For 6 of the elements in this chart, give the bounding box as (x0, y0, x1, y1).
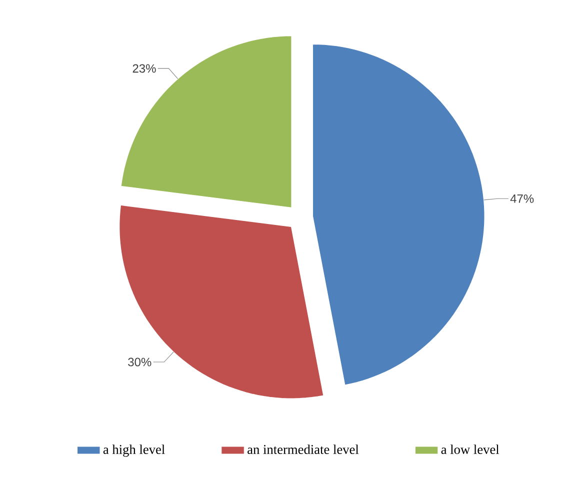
legend-label: an intermediate level (248, 444, 359, 454)
data-label: 30% (128, 358, 152, 366)
legend-label: a high level (103, 444, 165, 457)
legend-label: a low level (441, 444, 500, 454)
data-label: 23% (132, 64, 156, 73)
data-label: 47% (510, 194, 534, 203)
